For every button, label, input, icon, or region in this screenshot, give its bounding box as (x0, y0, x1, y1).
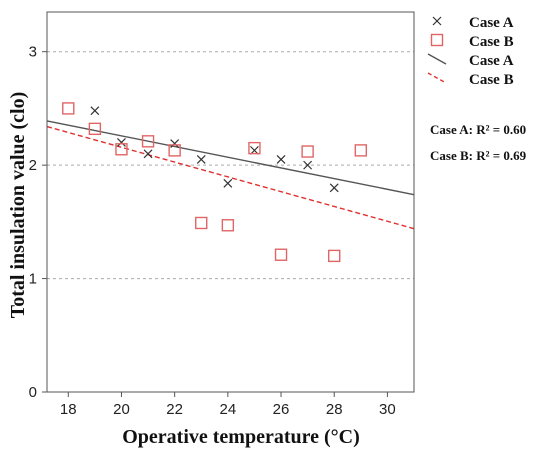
data-point-x (329, 183, 339, 193)
x-tick-label: 18 (60, 401, 77, 418)
legend-label: Case B (469, 34, 514, 50)
legend-square-symbol (430, 33, 444, 47)
legend-line-symbol (427, 72, 447, 84)
gridlines (47, 51, 414, 280)
data-point-square (115, 143, 128, 156)
data-point-x (223, 178, 233, 188)
x-tick-label: 22 (166, 401, 183, 418)
legend-label: Case A (469, 15, 514, 31)
fit-line (46, 125, 415, 230)
data-point-square (301, 145, 314, 158)
legend-line-symbol (427, 53, 447, 65)
x-tick-label: 20 (113, 401, 130, 418)
data-point-x (303, 160, 313, 170)
data-points (62, 102, 368, 263)
data-point-square (195, 216, 208, 230)
y-tick-label: 3 (29, 44, 37, 61)
x-tick-label: 30 (379, 401, 396, 418)
r2-annotation-b: Case B: R² = 0.69 (430, 148, 527, 163)
x-tick-label: 28 (326, 401, 343, 418)
legend-x-symbol (432, 16, 442, 26)
data-point-x (196, 155, 206, 164)
data-point-square (274, 248, 288, 261)
x-axis-title: Operative temperature (°C) (122, 426, 360, 448)
y-tick-label: 2 (29, 157, 37, 174)
x-tick-label: 26 (273, 401, 290, 418)
data-point-square (354, 144, 368, 157)
x-tick-label: 24 (219, 401, 236, 418)
data-point-square (328, 249, 341, 263)
data-point-square (248, 141, 261, 155)
data-point-x (143, 149, 153, 159)
legend: Case A Case B Case A Case B (427, 15, 514, 88)
data-point-square (141, 135, 155, 148)
fit-lines (46, 120, 415, 230)
data-point-x (90, 106, 100, 116)
data-point-square (88, 122, 102, 136)
data-point-x (170, 139, 180, 149)
data-point-square (62, 102, 75, 115)
x-axis-ticks: 18 20 22 24 26 28 30 (60, 392, 396, 418)
y-axis-title: Total insulation value (clo) (7, 92, 29, 319)
y-axis-ticks: 0 1 2 3 (29, 44, 47, 401)
data-point-square (221, 219, 235, 232)
y-tick-label: 1 (29, 271, 37, 288)
data-point-x (276, 155, 286, 164)
legend-label: Case B (469, 72, 514, 88)
r2-annotation-a: Case A: R² = 0.60 (430, 122, 526, 137)
data-point-x (117, 138, 126, 147)
y-tick-label: 0 (29, 384, 37, 401)
legend-label: Case A (469, 53, 514, 69)
fit-line (46, 120, 415, 196)
plot-frame (46, 11, 415, 393)
data-point-square (168, 144, 181, 157)
